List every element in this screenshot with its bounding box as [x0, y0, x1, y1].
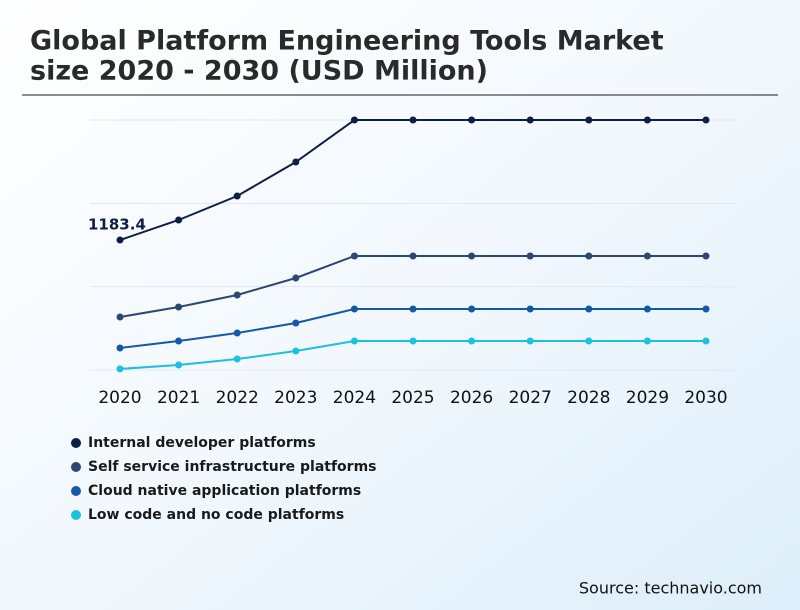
x-tick-label: 2027: [509, 388, 552, 408]
data-point: [643, 337, 651, 345]
data-point: [292, 274, 300, 282]
legend-label: Self service infrastructure platforms: [88, 459, 377, 475]
data-point: [175, 361, 183, 369]
data-point: [702, 337, 710, 345]
data-point: [350, 252, 358, 260]
x-tick-label: 2028: [567, 388, 610, 408]
data-point: [292, 158, 300, 166]
data-point: [409, 116, 417, 124]
data-point: [292, 319, 300, 327]
data-point: [409, 305, 417, 313]
data-point: [702, 252, 710, 260]
chart-title: Global Platform Engineering Tools Market: [30, 26, 664, 57]
data-point: [233, 291, 241, 299]
x-tick-label: 2026: [450, 388, 493, 408]
data-point: [585, 305, 593, 313]
x-tick-label: 2022: [216, 388, 259, 408]
data-point: [643, 252, 651, 260]
x-tick-label: 2029: [626, 388, 669, 408]
x-tick-label: 2020: [98, 388, 141, 408]
data-point: [116, 236, 124, 244]
x-tick-label: 2030: [684, 388, 727, 408]
legend-label: Cloud native application platforms: [88, 483, 361, 499]
data-point: [116, 344, 124, 352]
data-point: [116, 313, 124, 321]
data-point: [585, 116, 593, 124]
data-point: [233, 192, 241, 200]
legend-marker: [71, 462, 81, 472]
data-point: [233, 329, 241, 337]
data-point: [175, 337, 183, 345]
legend-marker: [71, 510, 81, 520]
legend-label: Internal developer platforms: [88, 435, 316, 451]
source: Source: technavio.com: [579, 579, 762, 598]
data-point: [233, 355, 241, 363]
data-point: [350, 305, 358, 313]
data-point: [292, 347, 300, 355]
data-point: [585, 337, 593, 345]
data-point: [350, 116, 358, 124]
data-point: [409, 337, 417, 345]
data-point: [585, 252, 593, 260]
data-point: [526, 337, 534, 345]
data-point: [526, 252, 534, 260]
data-point: [468, 252, 476, 260]
data-point: [702, 305, 710, 313]
data-point: [702, 116, 710, 124]
x-tick-label: 2025: [391, 388, 434, 408]
x-tick-label: 2023: [274, 388, 317, 408]
x-tick-label: 2021: [157, 388, 200, 408]
data-point: [468, 305, 476, 313]
data-point: [175, 216, 183, 224]
legend-label: Low code and no code platforms: [88, 507, 344, 523]
data-point: [526, 116, 534, 124]
legend-marker: [71, 486, 81, 496]
data-point: [643, 116, 651, 124]
data-label: 1183.4: [88, 216, 146, 234]
chart-title: size 2020 - 2030 (USD Million): [30, 56, 488, 87]
data-point: [409, 252, 417, 260]
data-point: [116, 365, 124, 373]
data-point: [468, 116, 476, 124]
legend-marker: [71, 438, 81, 448]
data-point: [175, 303, 183, 311]
data-point: [350, 337, 358, 345]
data-point: [643, 305, 651, 313]
data-point: [526, 305, 534, 313]
data-point: [468, 337, 476, 345]
x-tick-label: 2024: [333, 388, 376, 408]
